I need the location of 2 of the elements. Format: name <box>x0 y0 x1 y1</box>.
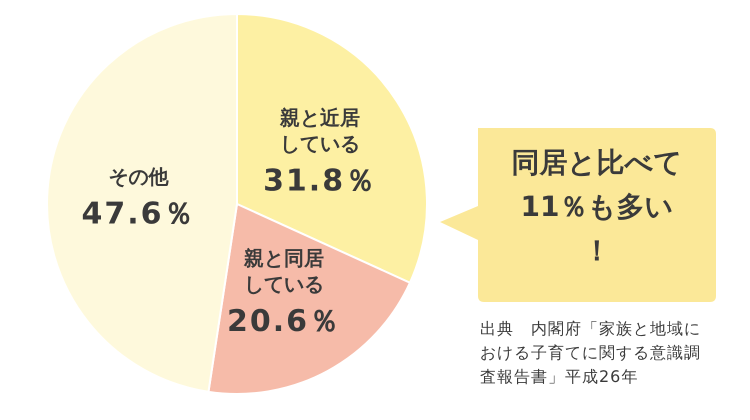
callout: 同居と比べて11％も多い！ <box>440 128 716 302</box>
source-note: 出典 内閣府「家族と地域における子育てに関する意識調査報告書」平成26年 <box>480 319 701 386</box>
